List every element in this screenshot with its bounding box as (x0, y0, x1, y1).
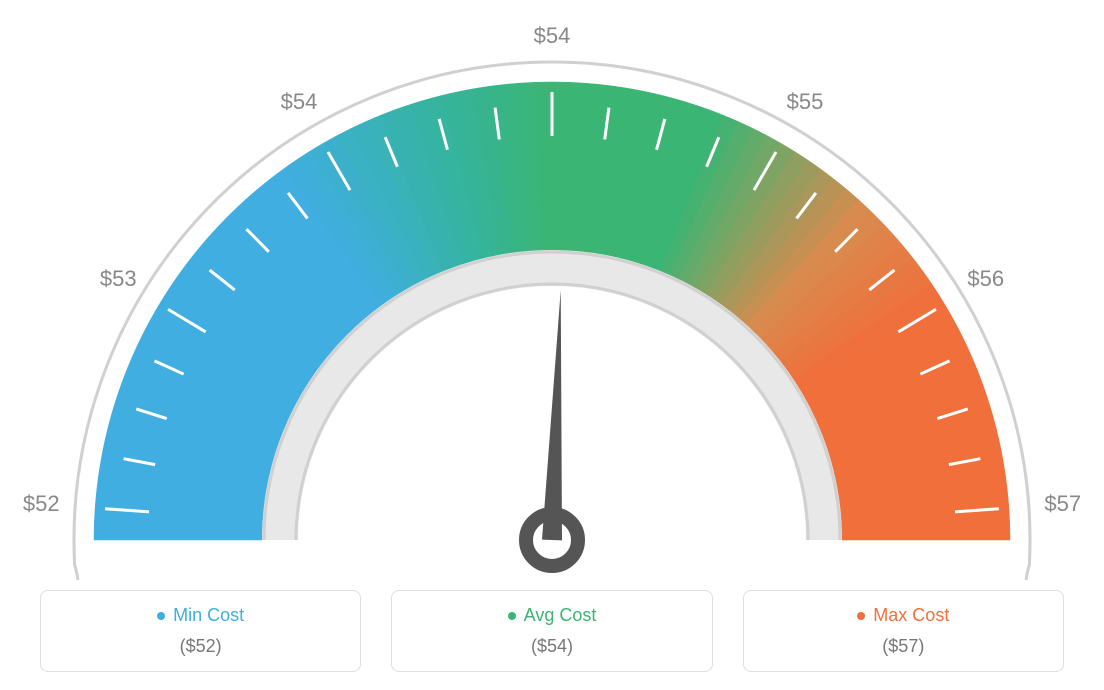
scale-label: $56 (967, 266, 1004, 292)
legend-value-min: ($52) (180, 636, 222, 657)
scale-label: $53 (100, 266, 137, 292)
legend-card-avg: Avg Cost ($54) (391, 590, 712, 672)
dot-icon (508, 612, 516, 620)
dot-icon (157, 612, 165, 620)
gauge-svg (0, 20, 1104, 580)
legend-card-max: Max Cost ($57) (743, 590, 1064, 672)
legend-label: Avg Cost (524, 605, 597, 626)
scale-label: $54 (281, 89, 318, 115)
legend-row: Min Cost ($52) Avg Cost ($54) Max Cost (… (0, 590, 1104, 672)
dot-icon (857, 612, 865, 620)
legend-label: Min Cost (173, 605, 244, 626)
legend-value-max: ($57) (882, 636, 924, 657)
legend-title-max: Max Cost (857, 605, 949, 626)
scale-label: $52 (23, 491, 60, 517)
needle (542, 290, 562, 540)
scale-label: $55 (787, 89, 824, 115)
scale-label: $57 (1044, 491, 1081, 517)
legend-title-min: Min Cost (157, 605, 244, 626)
scale-label: $54 (534, 23, 571, 49)
legend-title-avg: Avg Cost (508, 605, 597, 626)
legend-card-min: Min Cost ($52) (40, 590, 361, 672)
legend-label: Max Cost (873, 605, 949, 626)
legend-value-avg: ($54) (531, 636, 573, 657)
gauge-chart: $52 $53 $54 $54 $55 $56 $57 (0, 20, 1104, 580)
